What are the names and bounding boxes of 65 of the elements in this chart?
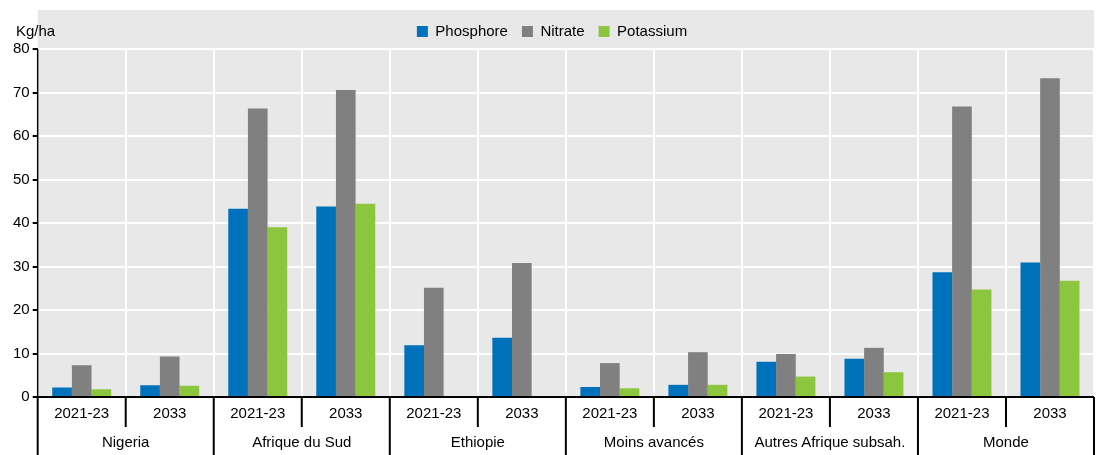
x-tick-label: 2021-23 <box>406 404 462 422</box>
text: Ethiopie <box>450 433 505 451</box>
bar <box>52 387 72 396</box>
text: Afrique du Sud <box>252 433 352 451</box>
y-tick-label: 60 <box>13 126 30 144</box>
bar <box>756 361 777 396</box>
bar <box>404 345 424 396</box>
bar <box>1040 78 1060 396</box>
x-tick-label: 2021-23 <box>230 404 286 422</box>
y-tick-label: 10 <box>13 343 30 361</box>
bar <box>795 376 816 396</box>
y-tick-label: 40 <box>13 213 30 231</box>
y-tick-label: 30 <box>13 256 30 274</box>
bar <box>71 365 92 396</box>
y-tick-label: 70 <box>13 82 30 100</box>
legend-label: Potassium <box>617 21 688 39</box>
y-tick-label: 80 <box>13 39 30 57</box>
x-tick-label: 2033 <box>857 404 891 422</box>
x-tick-label: 2021-23 <box>54 404 110 422</box>
text: Nigeria <box>101 433 151 451</box>
bar <box>619 388 640 396</box>
bar <box>140 385 160 396</box>
x-tick-label: 2033 <box>505 404 539 422</box>
bar <box>844 358 865 396</box>
bar <box>707 384 728 396</box>
x-tick-label: 2021-23 <box>758 404 814 422</box>
bar <box>688 352 708 396</box>
x-tick-label: 2021-23 <box>582 404 638 422</box>
bar <box>1020 262 1041 396</box>
bar <box>423 287 444 396</box>
bar <box>335 89 356 396</box>
bar <box>971 289 992 396</box>
bar <box>179 385 200 396</box>
bar <box>228 208 248 396</box>
bar <box>267 227 288 396</box>
x-tick-label: 2033 <box>329 404 363 422</box>
bar <box>316 206 336 396</box>
y-tick-label: 0 <box>21 387 30 405</box>
bar <box>883 372 904 396</box>
bar <box>600 363 620 396</box>
bar <box>952 106 972 396</box>
x-tick-label: 2033 <box>1033 404 1067 422</box>
bar <box>355 203 376 396</box>
bar <box>512 263 532 396</box>
y-tick-label: 50 <box>13 169 30 187</box>
bar <box>776 353 796 396</box>
bar <box>668 384 689 396</box>
bar <box>864 347 884 396</box>
text: Monde <box>983 433 1029 451</box>
bar <box>492 337 512 396</box>
bar <box>247 108 268 396</box>
legend-label: Phosphore <box>435 21 508 39</box>
bar <box>932 272 953 396</box>
legend-label: Nitrate <box>540 21 585 39</box>
x-tick-label: 2033 <box>153 404 187 422</box>
x-tick-label: 2033 <box>681 404 715 422</box>
bar <box>580 387 601 396</box>
text: Moins avancés <box>603 433 704 451</box>
bar <box>1059 280 1080 396</box>
x-tick-label: 2021-23 <box>934 404 990 422</box>
bar <box>91 389 112 396</box>
y-axis-title: Kg/ha <box>16 21 56 39</box>
y-tick-label: 20 <box>13 300 30 318</box>
text: Autres Afrique subsah. <box>754 433 906 451</box>
bar <box>159 356 180 396</box>
